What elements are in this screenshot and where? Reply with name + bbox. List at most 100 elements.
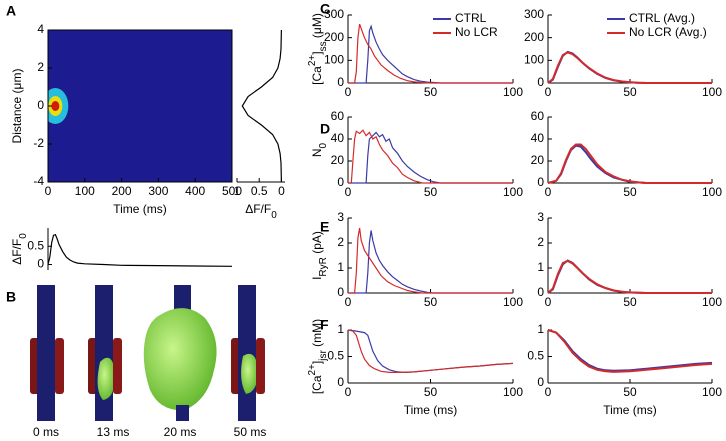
x-tick-label: 100 — [503, 295, 523, 309]
x-tick-label: 0 — [545, 185, 552, 199]
y-tick-label: 100 — [324, 53, 344, 67]
label-part: 2+ — [307, 364, 318, 376]
x-axis-label: Time (ms) — [404, 403, 458, 417]
series-line — [347, 329, 514, 374]
x-tick-label: 100 — [702, 185, 722, 199]
label-part: 0 — [18, 233, 29, 239]
y-tick-label: 0.5 — [327, 349, 344, 363]
y-tick-label: 100 — [524, 53, 544, 67]
y-axis-label: ΔF/F0 — [10, 233, 29, 265]
y-tick-label: 0.5 — [27, 238, 44, 252]
y-tick-label: 200 — [324, 30, 344, 44]
x-tick-label: 0.5 — [251, 184, 268, 198]
y-tick-label: 0 — [537, 285, 544, 299]
render-label: 20 ms — [164, 425, 197, 439]
x-tick-label: 0 — [545, 295, 552, 309]
series-line — [348, 230, 513, 294]
label-part: ] — [310, 51, 324, 54]
panel-label: C — [320, 1, 330, 17]
series-line — [348, 227, 513, 294]
y-axis-label: IRyR (pA) — [310, 231, 329, 280]
y-tick-label: 3 — [337, 210, 344, 224]
label-part: Time (ms) — [603, 403, 657, 417]
series-line — [47, 233, 233, 267]
render-label: 50 ms — [234, 425, 267, 439]
y-tick-label: 0 — [37, 98, 44, 112]
legend-label: No LCR — [455, 25, 498, 39]
x-tick-label: 0 — [278, 184, 285, 198]
x-tick-label: 50 — [623, 295, 637, 309]
x-tick-label: 100 — [503, 185, 523, 199]
series-line — [348, 24, 513, 84]
label-part: [Ca — [310, 66, 324, 85]
y-tick-label: 0 — [37, 257, 44, 271]
label-part: N — [310, 148, 324, 157]
label-part: RyR — [318, 257, 329, 276]
y-tick-label: 0 — [537, 75, 544, 89]
label-part: Distance (μm) — [10, 69, 24, 144]
x-tick-label: 100 — [702, 85, 722, 99]
y-tick-label: 200 — [524, 30, 544, 44]
label-part: 0 — [318, 142, 329, 148]
x-tick-label: 0 — [345, 295, 352, 309]
x-tick-label: 50 — [424, 185, 438, 199]
panel-label: E — [320, 219, 329, 235]
x-tick-label: 0 — [545, 385, 552, 399]
x-tick-label: 300 — [148, 184, 168, 198]
y-tick-label: 0 — [337, 285, 344, 299]
series-line — [348, 131, 513, 184]
series-line — [547, 50, 712, 84]
x-tick-label: 50 — [623, 185, 637, 199]
y-tick-label: 2 — [37, 60, 44, 74]
panel-label: B — [6, 289, 16, 305]
legend-label: No LCR (Avg.) — [629, 25, 707, 39]
x-axis-label: Time (ms) — [113, 202, 167, 216]
x-tick-label: 100 — [503, 85, 523, 99]
render-label: 0 ms — [33, 425, 59, 439]
y-tick-label: 1 — [537, 260, 544, 274]
x-tick-label: 50 — [424, 385, 438, 399]
y-tick-label: 4 — [37, 22, 44, 36]
legend-label: CTRL (Avg.) — [629, 11, 695, 25]
x-tick-label: 100 — [503, 385, 523, 399]
series-line — [547, 51, 712, 84]
y-tick-label: -4 — [33, 174, 44, 188]
y-tick-label: 0 — [337, 175, 344, 189]
y-tick-label: 2 — [337, 235, 344, 249]
y-tick-label: 0 — [337, 75, 344, 89]
label-part: (μM) — [310, 13, 324, 41]
label-part: 2+ — [307, 55, 318, 67]
heatmap-spot — [48, 88, 69, 124]
x-tick-label: 100 — [702, 385, 722, 399]
y-tick-label: 0 — [337, 375, 344, 389]
series-line — [547, 259, 712, 294]
y-tick-label: 1 — [337, 322, 344, 336]
series-line — [547, 144, 712, 184]
series-line — [547, 259, 712, 294]
x-tick-label: 100 — [702, 295, 722, 309]
label-part: Time (ms) — [404, 403, 458, 417]
panel-label: D — [320, 121, 330, 137]
series-line — [347, 329, 514, 373]
label-part: jsr — [318, 350, 329, 362]
renders — [30, 285, 265, 421]
label-part: ΔF/F — [10, 239, 24, 265]
label-part: 0 — [271, 210, 277, 221]
render-label: 13 ms — [97, 425, 130, 439]
x-tick-label: 50 — [424, 295, 438, 309]
y-tick-label: 300 — [324, 7, 344, 21]
y-tick-label: 3 — [537, 210, 544, 224]
x-tick-label: 0 — [345, 85, 352, 99]
heatmap-level — [51, 101, 60, 111]
label-part: (mM) — [310, 319, 324, 350]
panel-label: F — [320, 317, 329, 333]
series-line — [547, 329, 713, 372]
y-tick-label: 20 — [331, 153, 345, 167]
series-line — [348, 129, 513, 184]
x-tick-label: 200 — [112, 184, 132, 198]
y-tick-label: 0 — [537, 375, 544, 389]
x-tick-label: 1 — [234, 184, 241, 198]
y-axis-label: [Ca2+]jsr (mM) — [307, 319, 329, 394]
label-part: ] — [310, 361, 324, 364]
